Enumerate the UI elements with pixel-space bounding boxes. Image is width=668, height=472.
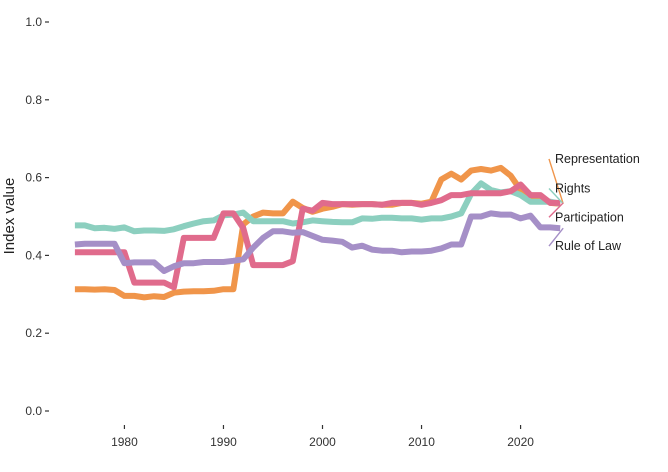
y-tick-label: 0.0 [25, 404, 42, 418]
series-label: Participation [555, 210, 624, 224]
leader-line [548, 188, 564, 205]
series-line-participation [74, 181, 561, 291]
series-label: Representation [555, 152, 640, 166]
y-tick-label: 0.8 [25, 93, 42, 107]
y-axis: 0.0 0.2 0.4 0.6 0.8 1.0 [25, 15, 49, 418]
series-label: Rule of Law [555, 239, 622, 253]
x-tick-label: 2000 [309, 435, 336, 449]
y-tick-label: 0.4 [25, 248, 42, 262]
y-tick-label: 1.0 [25, 15, 42, 29]
series-layer [74, 164, 561, 301]
y-axis-label: Index value [1, 178, 18, 255]
x-tick-label: 2020 [507, 435, 534, 449]
x-tick-label: 2010 [408, 435, 435, 449]
series-label-layer: Representation Rights Participation Rule of… [548, 152, 640, 253]
series-line-rule-of-law [74, 210, 561, 274]
series-label: Rights [555, 181, 590, 195]
leader-line [548, 227, 564, 247]
series-line-rights [74, 180, 561, 235]
leader-line [548, 158, 564, 204]
x-tick-label: 1980 [111, 435, 138, 449]
x-tick-label: 1990 [210, 435, 237, 449]
y-tick-label: 0.6 [25, 171, 42, 185]
x-axis: 1980 1990 2000 2010 2020 [111, 425, 534, 449]
y-tick-label: 0.2 [25, 326, 42, 340]
leader-line [548, 202, 564, 218]
